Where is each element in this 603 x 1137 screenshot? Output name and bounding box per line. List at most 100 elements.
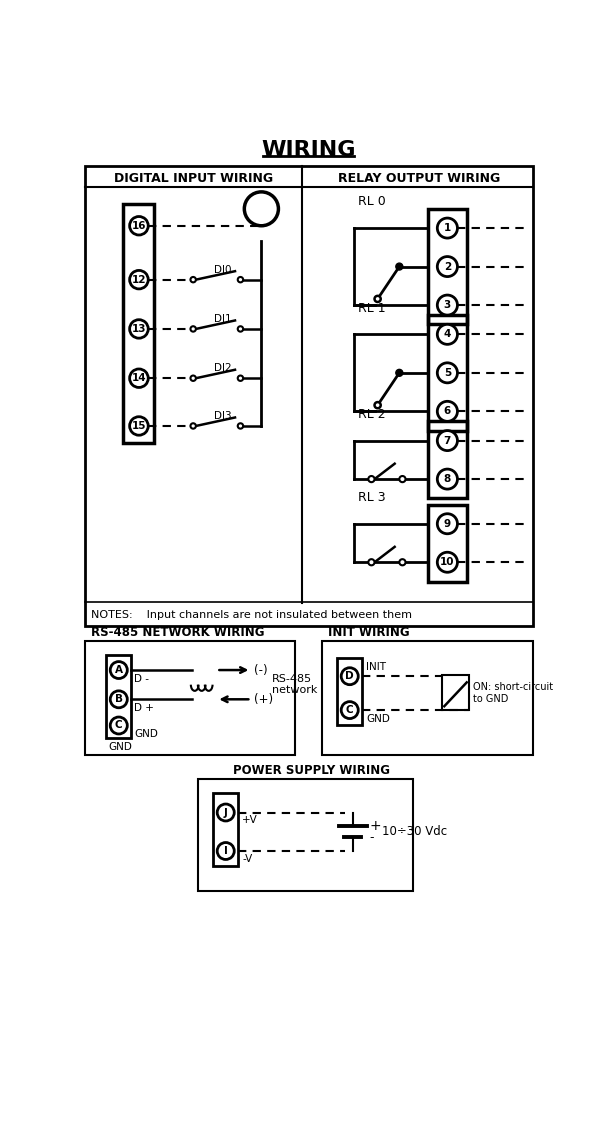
Bar [322,641,532,755]
Circle shape [130,417,148,435]
Circle shape [238,423,243,429]
Circle shape [110,717,127,735]
Bar [337,657,362,725]
Bar [213,794,238,866]
Text: 10÷30 Vdc: 10÷30 Vdc [382,825,447,838]
Text: DI1: DI1 [214,314,232,324]
Circle shape [437,257,458,276]
Text: GND: GND [366,714,390,724]
Bar [442,674,469,711]
Text: ON: short-circuit
to GND: ON: short-circuit to GND [473,682,553,704]
Text: 7: 7 [444,435,451,446]
Text: D +: D + [134,703,154,713]
Circle shape [437,218,458,238]
Bar [428,315,467,431]
Circle shape [399,476,406,482]
Text: (-): (-) [254,664,267,677]
Text: 8: 8 [444,474,451,484]
Text: DI0: DI0 [214,265,232,275]
Text: 3: 3 [444,300,451,310]
Text: INIT: INIT [366,662,386,672]
Text: DI3: DI3 [214,410,232,421]
Text: 4: 4 [444,330,451,339]
Circle shape [374,402,380,408]
Circle shape [437,431,458,450]
Bar [84,166,532,626]
Text: 5: 5 [444,368,451,377]
Text: INIT WIRING: INIT WIRING [328,625,409,639]
Bar [198,779,413,891]
Text: DIGITAL INPUT WIRING: DIGITAL INPUT WIRING [113,173,273,185]
Text: C: C [346,705,353,715]
Text: 12: 12 [131,275,146,284]
Text: 14: 14 [131,373,147,383]
Bar [428,209,467,324]
Circle shape [437,296,458,315]
Circle shape [238,375,243,381]
Text: -V: -V [242,854,252,864]
Text: RL 0: RL 0 [358,196,386,208]
Circle shape [244,192,279,226]
Circle shape [437,470,458,489]
Circle shape [341,667,358,684]
Text: POWER SUPPLY WIRING: POWER SUPPLY WIRING [233,764,390,778]
Circle shape [238,277,243,282]
Circle shape [110,691,127,707]
Text: 2: 2 [444,262,451,272]
Circle shape [399,559,406,565]
Text: GND: GND [108,742,132,752]
Circle shape [374,296,380,302]
Circle shape [437,363,458,383]
Circle shape [396,263,403,269]
Circle shape [341,702,358,719]
Circle shape [437,514,458,533]
Text: RL 3: RL 3 [358,491,386,504]
Text: GND: GND [134,729,158,739]
Circle shape [368,476,374,482]
Text: 9: 9 [444,518,451,529]
Bar [124,205,154,443]
Text: B: B [115,695,123,704]
Text: (+): (+) [254,692,273,706]
Text: -: - [369,831,374,844]
Circle shape [238,326,243,332]
Text: +: + [369,820,380,833]
Circle shape [130,370,148,388]
Text: J: J [224,807,228,818]
Text: NOTES:    Input channels are not insulated between them: NOTES: Input channels are not insulated … [91,609,412,620]
Text: 15: 15 [131,421,146,431]
Bar [84,641,295,755]
Text: RL 1: RL 1 [358,301,386,315]
Circle shape [130,271,148,289]
Text: RS-485 NETWORK WIRING: RS-485 NETWORK WIRING [91,625,264,639]
Text: D: D [346,671,354,681]
Circle shape [396,370,403,376]
Text: WIRING: WIRING [261,140,356,160]
Circle shape [130,319,148,338]
Bar [428,422,467,498]
Text: 10: 10 [440,557,455,567]
Text: 1: 1 [444,223,451,233]
Circle shape [130,216,148,235]
Circle shape [217,804,234,821]
Text: C: C [115,721,122,730]
Text: RL 2: RL 2 [358,408,386,421]
Text: I: I [224,846,228,856]
Text: +V: +V [242,815,257,825]
Circle shape [437,401,458,422]
Text: 13: 13 [131,324,146,334]
Circle shape [368,559,374,565]
Circle shape [191,326,196,332]
Circle shape [437,553,458,572]
Bar [106,655,131,738]
Text: 6: 6 [444,406,451,416]
Circle shape [191,277,196,282]
Circle shape [191,423,196,429]
Text: A: A [115,665,123,675]
Circle shape [191,375,196,381]
Text: 16: 16 [131,221,146,231]
Text: DI2: DI2 [214,363,232,373]
Text: RS-485
network: RS-485 network [272,674,318,696]
Bar [428,505,467,581]
Circle shape [437,324,458,345]
